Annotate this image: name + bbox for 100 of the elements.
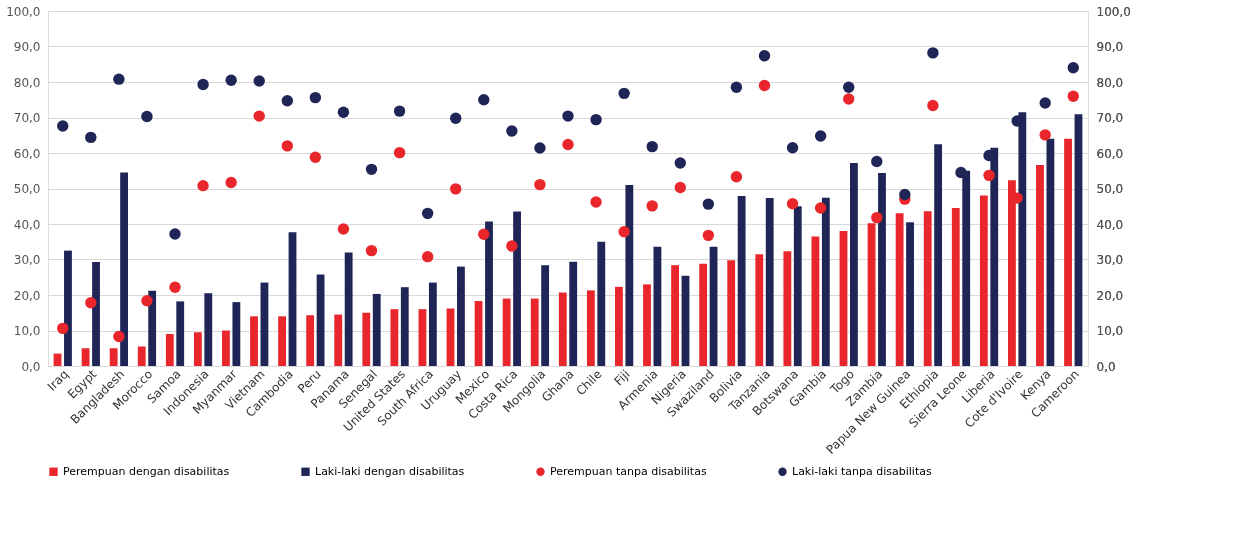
point bbox=[758, 50, 771, 62]
bar bbox=[878, 172, 886, 366]
point bbox=[983, 169, 995, 182]
bar bbox=[906, 222, 914, 366]
bar bbox=[783, 251, 792, 366]
bar bbox=[457, 266, 465, 366]
bar bbox=[390, 309, 399, 366]
bar bbox=[81, 348, 90, 366]
y-tick-label: 60,0 bbox=[13, 146, 41, 161]
bar bbox=[569, 261, 578, 366]
bar bbox=[222, 330, 230, 366]
bar bbox=[1074, 114, 1083, 366]
point bbox=[113, 330, 125, 343]
point bbox=[871, 211, 883, 224]
y-tick-label: 20,0 bbox=[13, 288, 41, 303]
point bbox=[365, 163, 378, 176]
bar bbox=[204, 293, 213, 366]
point bbox=[702, 229, 715, 242]
bar bbox=[541, 265, 550, 366]
point bbox=[590, 113, 602, 126]
point bbox=[618, 87, 630, 100]
bar bbox=[428, 282, 437, 366]
y-tick-label: 70,0 bbox=[13, 111, 41, 125]
bar bbox=[418, 309, 427, 366]
bar bbox=[979, 195, 988, 366]
point bbox=[113, 73, 125, 85]
point bbox=[843, 93, 855, 105]
y2-tick-label: 40,0 bbox=[1096, 217, 1124, 232]
legend-label: Laki-laki dengan disabilitas bbox=[315, 464, 465, 478]
bar bbox=[474, 301, 483, 366]
bar bbox=[193, 332, 202, 366]
bar bbox=[850, 162, 858, 366]
bar bbox=[923, 211, 932, 366]
y2-tick-label: 80,0 bbox=[1096, 75, 1124, 90]
y2-tick-label: 0,0 bbox=[1096, 359, 1116, 374]
point bbox=[674, 181, 686, 194]
point bbox=[393, 105, 406, 117]
bar bbox=[278, 316, 286, 366]
y2-tick-label: 90,0 bbox=[1096, 40, 1124, 54]
bar bbox=[765, 198, 774, 366]
bar bbox=[250, 316, 258, 366]
bar bbox=[372, 293, 381, 366]
bar bbox=[288, 232, 297, 366]
bar bbox=[671, 265, 679, 366]
point bbox=[253, 110, 265, 122]
bar bbox=[699, 263, 708, 366]
bar bbox=[727, 260, 736, 366]
bar bbox=[137, 346, 146, 366]
point bbox=[253, 75, 265, 87]
point bbox=[786, 141, 799, 154]
y-tick-label: 90,0 bbox=[13, 40, 41, 54]
y-tick-label: 0,0 bbox=[21, 359, 41, 374]
point bbox=[618, 226, 630, 238]
point bbox=[1067, 90, 1079, 102]
bar bbox=[1046, 138, 1055, 366]
point bbox=[786, 198, 799, 210]
point bbox=[646, 140, 658, 153]
point bbox=[309, 91, 322, 104]
bar bbox=[165, 334, 174, 366]
bar bbox=[316, 274, 325, 366]
bar bbox=[625, 184, 634, 366]
y2-tick-label: 70,0 bbox=[1096, 111, 1124, 125]
legend-label: Perempuan dengan disabilitas bbox=[63, 464, 230, 478]
y-tick-label: 10,0 bbox=[13, 324, 41, 338]
point bbox=[225, 74, 237, 86]
y2-tick-label: 100,0 bbox=[1096, 4, 1131, 19]
point bbox=[225, 176, 237, 189]
point bbox=[506, 125, 518, 137]
point bbox=[814, 202, 827, 214]
point bbox=[1067, 62, 1079, 74]
bar bbox=[148, 290, 157, 366]
point bbox=[57, 322, 69, 335]
point bbox=[141, 294, 153, 307]
y2-tick-label: 10,0 bbox=[1096, 324, 1124, 338]
point bbox=[337, 223, 350, 235]
point bbox=[478, 94, 490, 106]
point bbox=[1039, 129, 1051, 141]
bar bbox=[597, 241, 606, 366]
bar bbox=[839, 231, 848, 366]
bar bbox=[530, 298, 539, 366]
bar bbox=[1036, 165, 1044, 366]
bar bbox=[120, 172, 128, 366]
point bbox=[871, 155, 883, 168]
point bbox=[450, 112, 462, 124]
point bbox=[534, 178, 546, 191]
point bbox=[421, 250, 434, 263]
point bbox=[57, 120, 69, 132]
point bbox=[506, 240, 518, 252]
point bbox=[758, 79, 771, 92]
y2-tick-label: 20,0 bbox=[1096, 288, 1124, 303]
point bbox=[197, 179, 209, 192]
point bbox=[955, 166, 967, 179]
bar bbox=[400, 287, 409, 366]
point bbox=[393, 146, 406, 159]
point bbox=[421, 207, 434, 220]
point bbox=[646, 200, 658, 212]
point bbox=[309, 151, 322, 163]
point bbox=[169, 281, 181, 293]
bar bbox=[446, 308, 455, 366]
bar bbox=[755, 254, 764, 366]
